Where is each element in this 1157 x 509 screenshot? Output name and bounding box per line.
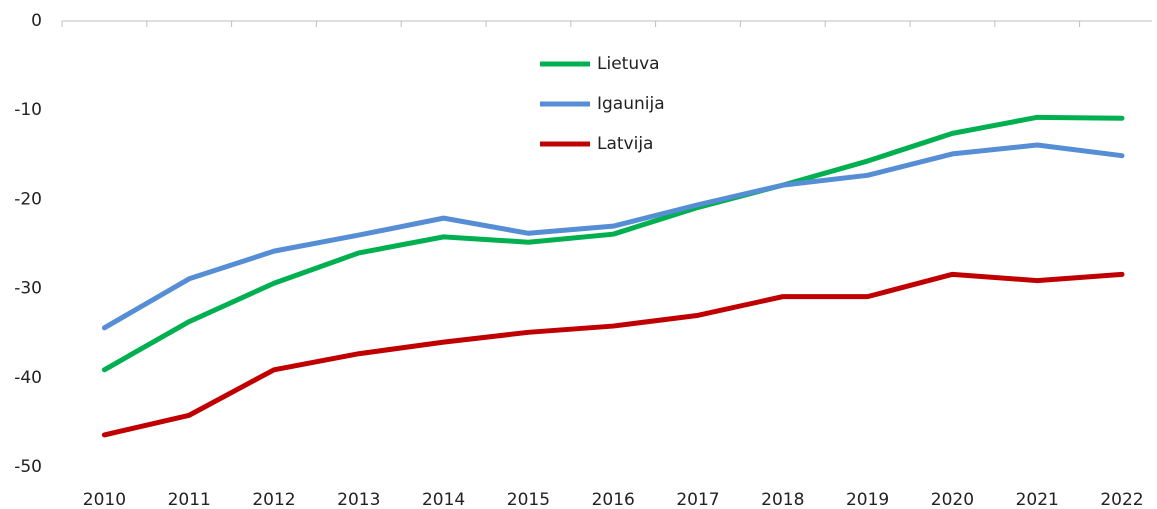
x-tick-label: 2015 xyxy=(507,490,550,509)
y-tick-label: -30 xyxy=(14,279,42,299)
legend-label: Lietuva xyxy=(597,54,660,74)
series-line xyxy=(101,114,1125,373)
x-tick-label: 2022 xyxy=(1100,490,1143,509)
x-tick-label: 2013 xyxy=(337,490,380,509)
x-tick-label: 2018 xyxy=(761,490,804,509)
y-tick-label: -40 xyxy=(14,368,42,388)
series-line xyxy=(101,271,1125,438)
x-tick-label: 2014 xyxy=(422,490,465,509)
y-tick-label: 0 xyxy=(31,11,42,31)
y-tick-label: -10 xyxy=(14,100,42,120)
y-tick-label: -20 xyxy=(14,189,42,209)
x-tick-label: 2021 xyxy=(1016,490,1059,509)
x-tick-label: 2012 xyxy=(252,490,295,509)
x-tick-label: 2010 xyxy=(83,490,126,509)
x-tick-label: 2019 xyxy=(846,490,889,509)
legend-label: Igaunija xyxy=(597,94,665,114)
x-tick-label: 2011 xyxy=(168,490,211,509)
series-line xyxy=(101,142,1125,331)
x-tick-label: 2016 xyxy=(592,490,635,509)
legend-label: Latvija xyxy=(597,134,653,154)
x-tick-label: 2020 xyxy=(931,490,974,509)
y-tick-label: -50 xyxy=(14,457,42,477)
x-tick-label: 2017 xyxy=(676,490,719,509)
